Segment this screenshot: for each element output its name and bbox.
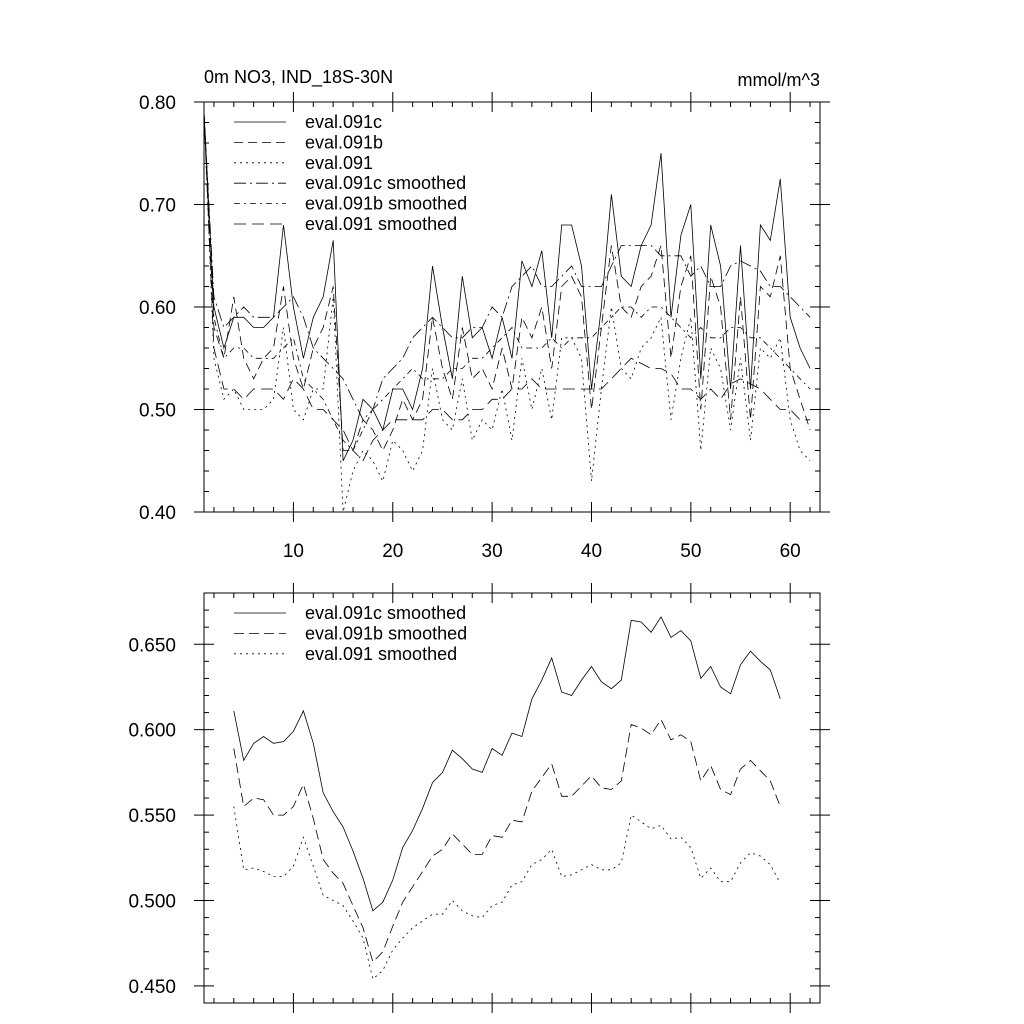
top-plot-lines (203, 112, 811, 513)
series-line (233, 806, 781, 980)
series-line (203, 112, 811, 461)
y-tick-label: 0.550 (128, 806, 176, 827)
y-tick-label: 0.500 (128, 892, 176, 913)
series-line (203, 112, 811, 452)
legend-label: eval.091b (305, 132, 383, 152)
top-plot-frame (203, 101, 821, 513)
x-tick-label: 60 (780, 541, 801, 562)
legend-label: eval.091b smoothed (305, 623, 467, 643)
legend-label: eval.091c smoothed (305, 603, 466, 623)
series-line (203, 112, 811, 452)
x-tick-label: 10 (283, 541, 304, 562)
series-line (203, 112, 811, 421)
legend-label: eval.091 smoothed (305, 644, 457, 664)
bottom-axes-ticks: 0.450 0.500 0.550 0.600 0.650 (128, 583, 830, 1013)
series-line (203, 112, 811, 513)
x-tick-label: 20 (382, 541, 403, 562)
bottom-panel: 0.450 0.500 0.550 0.600 0.650 eval.091c smoo… (128, 583, 830, 1013)
bottom-plot-frame (203, 592, 821, 1004)
y-tick-label: 0.70 (139, 196, 176, 217)
legend-label: eval.091 smoothed (305, 214, 457, 234)
legend-label: eval.091 (305, 153, 373, 173)
y-tick-label: 0.80 (139, 93, 176, 114)
y-tick-label: 0.50 (139, 401, 176, 422)
y-tick-label: 0.600 (128, 721, 176, 742)
units-label: mmol/m^3 (738, 70, 820, 90)
bottom-plot-lines (233, 616, 781, 980)
x-tick-label: 40 (581, 541, 602, 562)
top-panel: 0m NO3, IND_18S-30N mmol/m^3 10 20 30 40 50 6… (139, 67, 830, 562)
y-tick-label: 0.60 (139, 298, 176, 319)
legend-label: eval.091c (305, 112, 382, 132)
chart-title: 0m NO3, IND_18S-30N (204, 67, 393, 88)
legend-label: eval.091c smoothed (305, 173, 466, 193)
series-line (233, 718, 781, 963)
legend-label: eval.091b smoothed (305, 194, 467, 214)
x-tick-label: 50 (680, 541, 701, 562)
y-tick-label: 0.450 (128, 977, 176, 998)
y-tick-label: 0.650 (128, 635, 176, 656)
y-tick-label: 0.40 (139, 503, 176, 524)
top-axes-ticks: 10 20 30 40 50 60 0.40 0.50 0.60 0.70 0.80 (139, 92, 830, 562)
series-line (203, 112, 811, 462)
series-line (233, 616, 781, 912)
x-tick-label: 30 (482, 541, 503, 562)
